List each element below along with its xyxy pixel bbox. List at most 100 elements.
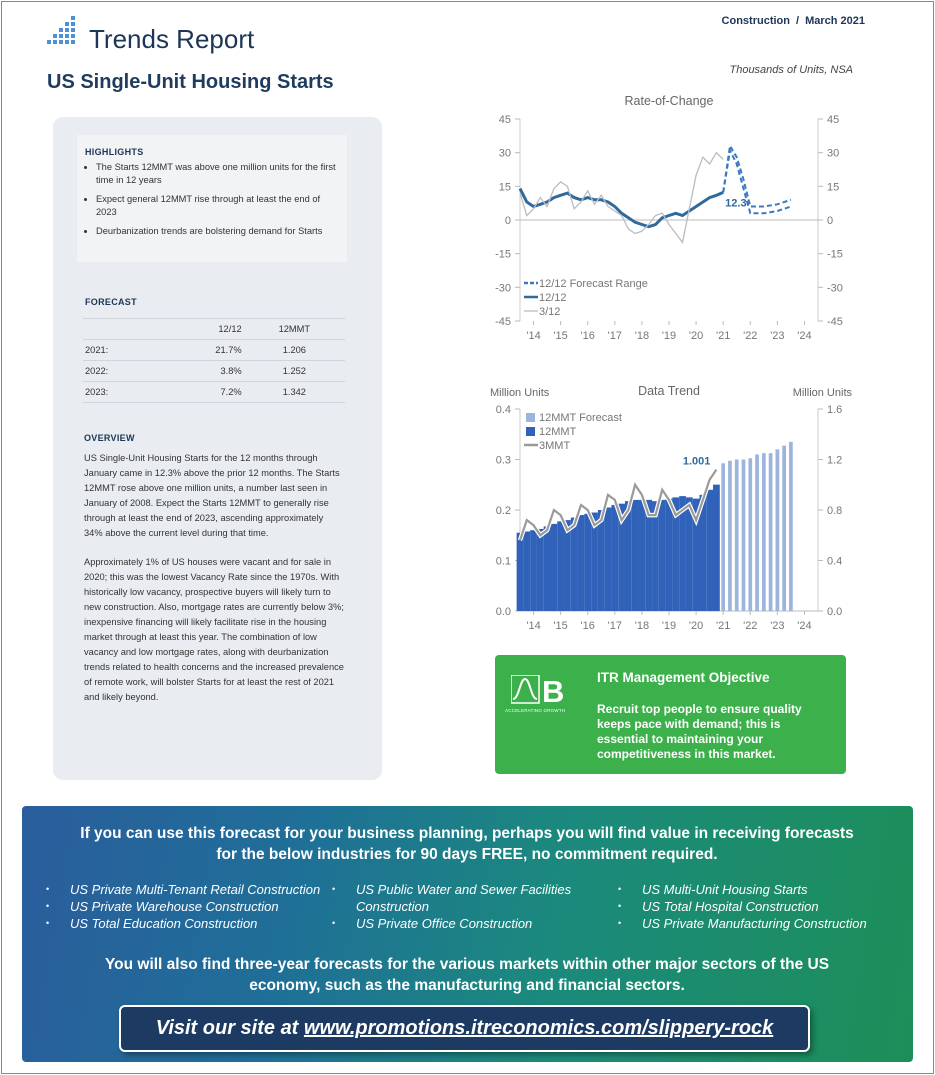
- x-tick-label: '22: [743, 620, 757, 632]
- legend-swatch: [526, 413, 535, 422]
- forecast-table: 12/12 12MMT 2021: 21.7% 1.206 2022: 3.8% 1.252 2…: [83, 318, 345, 403]
- bar: [550, 523, 558, 611]
- bar: [638, 499, 646, 611]
- x-tick-label: '18: [635, 620, 649, 632]
- separator: /: [796, 15, 800, 27]
- chart-title: Rate-of-Change: [625, 94, 714, 108]
- rate-of-change-chart: Rate-of-Change -45 -30 -15 0 15 30 45 -45 -30 -15 0…: [495, 94, 843, 342]
- bar: [564, 520, 571, 611]
- legend-label: 12/12 Forecast Range: [539, 278, 648, 290]
- industry-item: US Private Office Construction: [332, 915, 626, 932]
- bar: [699, 494, 707, 611]
- y-axis-label: Million Units: [490, 387, 550, 399]
- x-tick-label: '20: [689, 330, 703, 342]
- industry-list: US Multi-Unit Housing StartsUS Total Hos…: [618, 881, 912, 932]
- visit-site-button[interactable]: Visit our site at www.promotions.itrecon…: [119, 1005, 810, 1052]
- legend-label: 3MMT: [539, 440, 570, 452]
- highlight-item: The Starts 12MMT was above one million u…: [96, 161, 341, 187]
- bar: [679, 496, 686, 611]
- x-tick-label: '14: [526, 330, 540, 342]
- objective-box: B ACCELERATING GROWTH ITR Management Obj…: [495, 655, 846, 774]
- industry-list: US Public Water and Sewer Facilities Con…: [332, 881, 626, 932]
- bar: [516, 532, 524, 611]
- y2-axis-label: Million Units: [793, 387, 853, 399]
- overview-text: US Single-Unit Housing Starts for the 12…: [84, 451, 344, 719]
- link-url[interactable]: www.promotions.itreconomics.com/slippery…: [303, 1017, 774, 1039]
- bar: [618, 503, 625, 611]
- x-tick-label: '24: [797, 330, 811, 342]
- table-corner: [83, 318, 157, 340]
- y-tick-label: -45: [495, 316, 511, 328]
- bar: [741, 459, 746, 611]
- y2-tick-label: 1.2: [827, 455, 842, 467]
- legend-swatch: [526, 427, 535, 436]
- table-cell: 3.8%: [157, 360, 244, 382]
- series-line: [519, 151, 724, 244]
- badge-caption: ACCELERATING GROWTH: [505, 708, 566, 713]
- x-tick-label: '15: [553, 330, 567, 342]
- bar: [591, 512, 598, 611]
- bar: [536, 528, 544, 611]
- y2-tick-label: 15: [827, 181, 839, 193]
- industry-item: US Public Water and Sewer Facilities Con…: [332, 881, 626, 915]
- series-line: [518, 468, 718, 541]
- forecast-high-line: [722, 142, 792, 208]
- bar: [584, 513, 592, 611]
- x-tick-label: '17: [608, 330, 622, 342]
- objective-text: Recruit top people to ensure quality kee…: [597, 702, 802, 761]
- forecast-heading: FORECAST: [85, 297, 137, 307]
- overview-paragraph: US Single-Unit Housing Starts for the 12…: [84, 453, 340, 538]
- y2-tick-label: 0.0: [827, 606, 842, 618]
- x-tick-label: '22: [743, 330, 757, 342]
- objective-title: ITR Management Objective: [597, 670, 770, 685]
- logo-icon: [47, 16, 75, 44]
- y2-tick-label: 0.8: [827, 505, 842, 517]
- y2-tick-label: 1.6: [827, 404, 842, 416]
- x-tick-label: '21: [716, 330, 730, 342]
- y-tick-label: -30: [495, 282, 511, 294]
- bar: [530, 530, 537, 611]
- x-tick-label: '15: [553, 620, 567, 632]
- x-tick-label: '23: [770, 620, 784, 632]
- y2-tick-label: -45: [827, 316, 843, 328]
- x-tick-label: '19: [662, 620, 676, 632]
- bar: [685, 497, 693, 611]
- x-tick-label: '20: [689, 620, 703, 632]
- annotation: 12.3: [725, 197, 746, 209]
- x-tick-label: '23: [770, 330, 784, 342]
- table-cell: 21.7%: [157, 339, 244, 361]
- x-tick-label: '18: [635, 330, 649, 342]
- bar: [604, 507, 612, 611]
- bar: [523, 531, 531, 611]
- highlights-list: The Starts 12MMT was above one million u…: [85, 161, 341, 244]
- table-header-row: 12/12 12MMT: [83, 318, 345, 340]
- bar: [728, 460, 732, 611]
- y2-tick-label: -30: [827, 282, 843, 294]
- promo-outro: You will also find three-year forecasts …: [104, 956, 830, 994]
- y-tick-label: 0.2: [496, 505, 511, 517]
- industry-item: US Total Hospital Construction: [618, 898, 912, 915]
- bar: [631, 499, 639, 611]
- promo-banner: If you can use this forecast for your bu…: [22, 806, 913, 1062]
- bar: [611, 504, 619, 611]
- bar: [713, 484, 720, 611]
- bar: [721, 463, 726, 611]
- bar: [645, 499, 653, 611]
- y2-tick-label: -15: [827, 249, 843, 261]
- table-cell: 1.252: [243, 360, 345, 382]
- industry-item: US Private Manufacturing Construction: [618, 915, 912, 932]
- column-header: 12/12: [157, 318, 244, 340]
- y-tick-label: 0: [505, 215, 511, 227]
- row-label: 2022:: [83, 360, 157, 382]
- data-trend-chart: Data Trend Million Units Million Units 0.0 0…: [490, 384, 853, 632]
- row-label: 2021:: [83, 339, 157, 361]
- y-tick-label: -15: [495, 249, 511, 261]
- bar: [570, 517, 578, 611]
- link-prefix: Visit our site at: [155, 1017, 299, 1039]
- overview-paragraph: Approximately 1% of US houses were vacan…: [84, 557, 344, 702]
- y-tick-label: 30: [499, 148, 511, 160]
- highlight-item: Expect general 12MMT rise through at lea…: [96, 193, 341, 219]
- bar: [755, 454, 759, 611]
- y-tick-label: 0.4: [496, 404, 511, 416]
